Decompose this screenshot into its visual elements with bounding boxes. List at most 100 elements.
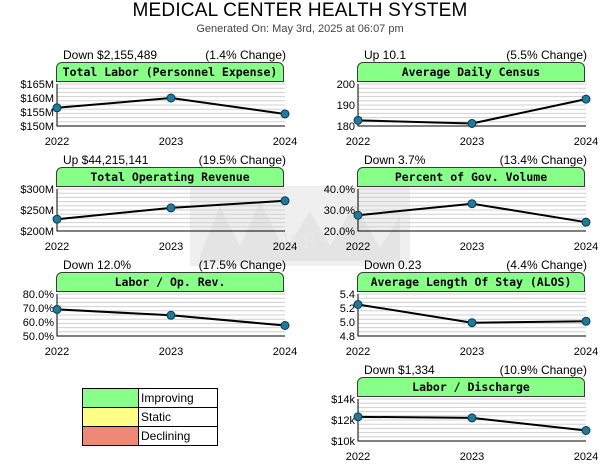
chart-total-operating-revenue: Up $44,215,141 (19.5% Change) Total Oper… (20, 153, 301, 253)
axis-line (56, 84, 285, 127)
x-tick-label: 2022 (45, 346, 69, 358)
change-row: Down $1,334 (10.9% Change) (364, 363, 587, 377)
data-point (353, 300, 363, 309)
metric-label: Total Operating Revenue (56, 167, 284, 187)
data-point (166, 93, 176, 103)
x-tick-label: 2023 (159, 241, 183, 253)
data-point (353, 210, 363, 220)
y-tick-label: 190 (337, 100, 355, 112)
x-tick-label: 2023 (460, 241, 484, 253)
change-row: Up $44,215,141 (19.5% Change) (63, 153, 286, 167)
y-tick-label: 5.2 (340, 303, 355, 315)
page-title: MEDICAL CENTER HEALTH SYSTEM (132, 0, 468, 21)
line-plot: 5.4 5.2 5.0 4.8 2022 2023 2024 (340, 289, 599, 358)
line-plot: 80.0% 70.0% 60.0% 50.0% 2022 2023 2024 (23, 289, 297, 358)
change-direction: Down $2,155,489 (63, 48, 158, 62)
chart-labor-op-rev: Down 12.0% (17.5% Change) Labor / Op. Re… (23, 258, 301, 358)
y-tick-label: $14k (331, 394, 355, 406)
axis-line (357, 84, 586, 127)
y-tick-label: 50.0% (23, 331, 54, 343)
data-point (280, 109, 290, 119)
status-legend: Improving Static Declining (82, 388, 218, 446)
metric-label: Labor / Op. Rev. (56, 272, 284, 292)
change-row: Down $2,155,489 (1.4% Change) (63, 48, 286, 62)
change-direction: Down 3.7% (364, 153, 426, 167)
y-tick-label: $250M (20, 205, 54, 217)
legend-label: Improving (141, 391, 194, 405)
metric-label: Total Labor (Personnel Expense) (56, 62, 284, 82)
change-percent: (17.5% Change) (198, 258, 286, 272)
data-point (467, 413, 477, 423)
line-plot: $300M $250M $200M 2022 2023 2024 (20, 184, 297, 253)
data-point (52, 103, 62, 113)
line-plot: $14k $12k $10k 2022 2023 2024 (331, 394, 598, 463)
x-tick-label: 2024 (273, 136, 297, 148)
metric-label: Labor / Discharge (357, 377, 585, 397)
y-tick-label: 5.0 (340, 317, 355, 329)
y-tick-label: $155M (20, 107, 54, 119)
y-tick-label: 60.0% (23, 317, 54, 329)
change-direction: Up $44,215,141 (63, 153, 149, 167)
legend-item-static: Static (83, 407, 217, 426)
x-tick-label: 2023 (159, 346, 183, 358)
y-tick-label: 40.0% (324, 184, 355, 196)
change-row: Up 10.1 (5.5% Change) (364, 48, 587, 62)
x-tick-label: 2023 (460, 346, 484, 358)
x-tick-label: 2022 (45, 136, 69, 148)
change-direction: Down 0.23 (364, 258, 422, 272)
change-direction: Up 10.1 (364, 48, 407, 62)
line-plot: 40.0% 30.0% 20.0% 2022 2023 2024 (324, 184, 598, 253)
data-point (467, 199, 477, 209)
y-tick-label: $160M (20, 93, 54, 105)
y-tick-label: 20.0% (324, 226, 355, 238)
chart-percent-gov-volume: Down 3.7% (13.4% Change) Percent of Gov.… (324, 153, 600, 253)
x-tick-label: 2024 (574, 136, 598, 148)
data-point (280, 196, 290, 206)
change-percent: (13.4% Change) (499, 153, 587, 167)
x-tick-label: 2023 (460, 451, 484, 463)
y-tick-label: $12k (331, 415, 355, 427)
y-tick-label: 180 (337, 121, 355, 133)
svg-text:WR: WR (282, 228, 318, 253)
chart-labor-discharge: Down $1,334 (10.9% Change) Labor / Disch… (331, 363, 600, 463)
x-tick-label: 2022 (346, 241, 370, 253)
y-tick-label: $10k (331, 436, 355, 448)
x-tick-label: 2024 (574, 451, 598, 463)
change-direction: Down 12.0% (63, 258, 132, 272)
y-tick-label: $150M (20, 121, 54, 133)
y-tick-label: 30.0% (324, 205, 355, 217)
data-point (581, 217, 591, 227)
x-tick-label: 2022 (346, 346, 370, 358)
x-tick-label: 2023 (159, 136, 183, 148)
y-tick-label: $300M (20, 184, 54, 196)
metric-label: Average Daily Census (357, 62, 585, 82)
legend-item-improving: Improving (83, 389, 217, 407)
line-plot: $165M $160M $155M $150M 2022 2023 2024 (20, 79, 297, 148)
change-percent: (10.9% Change) (499, 363, 587, 377)
change-percent: (4.4% Change) (506, 258, 587, 272)
legend-label: Static (141, 410, 172, 424)
x-tick-label: 2022 (45, 241, 69, 253)
y-tick-label: 4.8 (340, 331, 355, 343)
data-point (353, 412, 363, 422)
change-percent: (1.4% Change) (205, 48, 286, 62)
data-point (467, 318, 477, 328)
y-tick-label: $200M (20, 226, 54, 238)
generated-timestamp: Generated On: May 3rd, 2025 at 06:07 pm (196, 23, 404, 35)
change-row: Down 0.23 (4.4% Change) (364, 258, 587, 272)
chart-total-labor: Down $2,155,489 (1.4% Change) Total Labo… (20, 48, 301, 148)
line-plot: 200 190 180 2022 2023 2024 (337, 79, 599, 148)
x-tick-label: 2023 (460, 136, 484, 148)
data-point (166, 310, 176, 320)
data-point (353, 115, 363, 125)
data-point (467, 118, 477, 128)
data-point (280, 321, 290, 330)
change-row: Down 12.0% (17.5% Change) (63, 258, 286, 272)
axis-line (357, 189, 586, 232)
y-tick-label: 70.0% (23, 303, 54, 315)
change-percent: (19.5% Change) (198, 153, 286, 167)
legend-swatch (83, 408, 139, 426)
x-tick-label: 2022 (346, 451, 370, 463)
data-point (581, 426, 591, 435)
chart-alos: Down 0.23 (4.4% Change) Average Length O… (340, 258, 600, 358)
